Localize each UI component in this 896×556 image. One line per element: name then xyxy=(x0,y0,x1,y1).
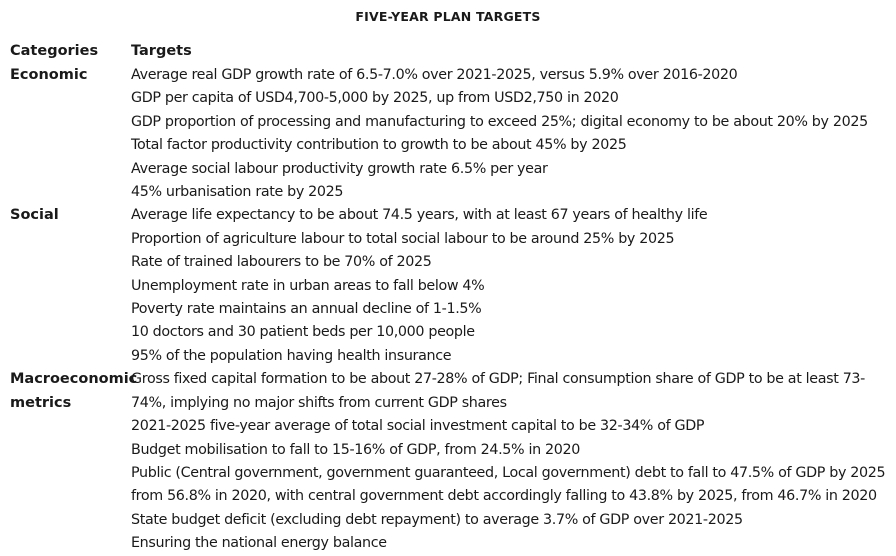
page-title: FIVE-YEAR PLAN TARGETS xyxy=(355,9,541,24)
target-item: Total factor productivity contribution t… xyxy=(131,137,627,154)
target-item: 45% urbanisation rate by 2025 xyxy=(131,184,344,201)
target-item: Average social labour productivity growt… xyxy=(131,160,548,177)
target-item: Poverty rate maintains an annual decline… xyxy=(131,301,482,318)
target-item: Average life expectancy to be about 74.5… xyxy=(131,207,708,224)
category-label: Economic xyxy=(10,67,88,83)
targets-header: Targets xyxy=(131,43,192,59)
section-economic: Economic Average real GDP growth rate of… xyxy=(0,64,896,204)
target-item: 95% of the population having health insu… xyxy=(131,347,452,364)
target-item: Public (Central government, government g… xyxy=(131,464,886,505)
target-item: Average real GDP growth rate of 6.5-7.0%… xyxy=(131,67,738,83)
categories-header: Categories xyxy=(10,43,99,59)
category-label: Social xyxy=(10,207,59,224)
section-social: Social Average life expectancy to be abo… xyxy=(0,204,896,368)
section-macroeconomic-metrics: Macroeconomic metrics Gross fixed capita… xyxy=(0,368,896,555)
target-list: Gross fixed capital formation to be abou… xyxy=(131,368,896,555)
target-item: Proportion of agriculture labour to tota… xyxy=(131,230,675,247)
target-item: Unemployment rate in urban areas to fall… xyxy=(131,277,485,294)
target-item: Gross fixed capital formation to be abou… xyxy=(131,371,865,411)
target-item: Rate of trained labourers to be 70% of 2… xyxy=(131,254,432,271)
target-item: 2021-2025 five-year average of total soc… xyxy=(131,418,705,435)
category-label: Macroeconomic metrics xyxy=(10,371,138,411)
targets-table: Economic Average real GDP growth rate of… xyxy=(0,64,896,556)
target-item: Ensuring the national energy balance xyxy=(131,535,387,552)
target-item: GDP per capita of USD4,700-5,000 by 2025… xyxy=(131,90,619,107)
target-item: GDP proportion of processing and manufac… xyxy=(131,113,868,130)
target-item: Budget mobilisation to fall to 15-16% of… xyxy=(131,441,580,458)
target-list: Average life expectancy to be about 74.5… xyxy=(131,204,896,368)
target-item: 10 doctors and 30 patient beds per 10,00… xyxy=(131,324,475,341)
target-list: Average real GDP growth rate of 6.5-7.0%… xyxy=(131,64,896,204)
target-item: State budget deficit (excluding debt rep… xyxy=(131,511,743,528)
